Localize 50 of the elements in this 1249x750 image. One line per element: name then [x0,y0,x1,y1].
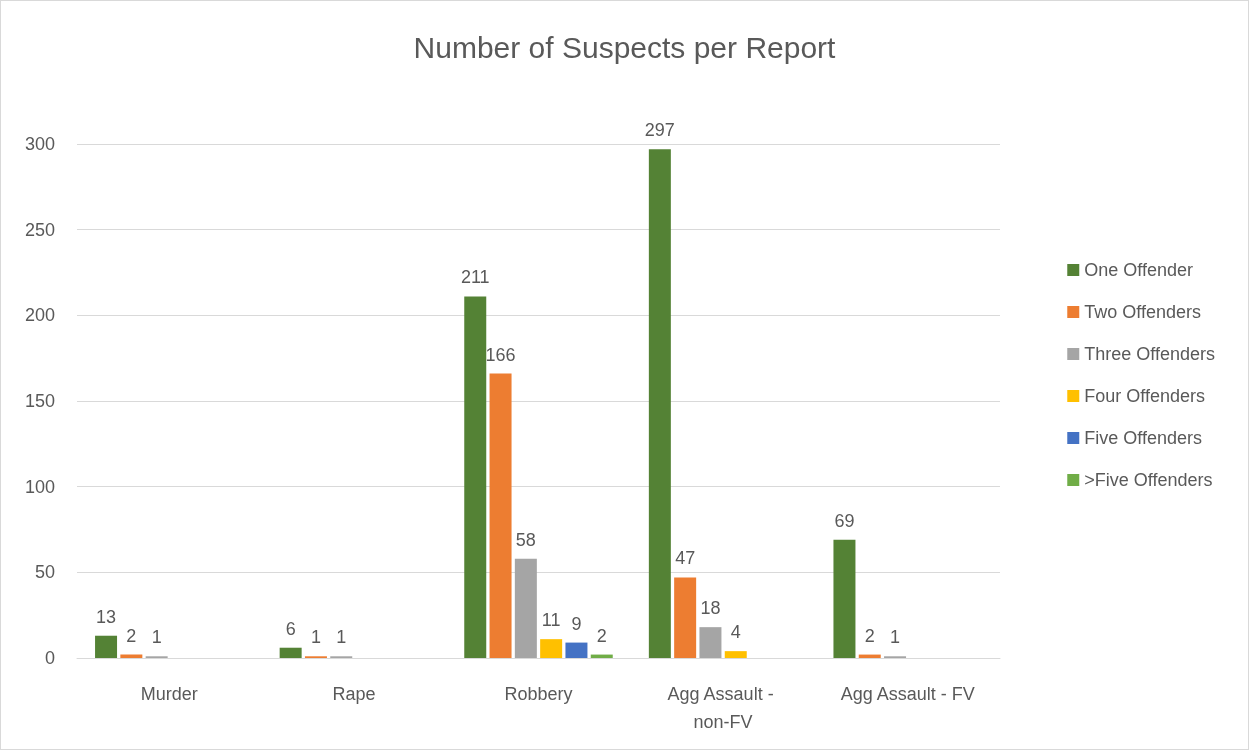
y-tick-label: 0 [44,648,55,668]
x-tick-label: Agg Assault - FV [840,684,975,704]
bar [724,651,747,658]
chart-title: Number of Suspects per Report [413,30,837,64]
data-label: 297 [644,120,675,141]
data-label: 1 [151,627,162,648]
data-label: 6 [285,618,296,639]
data-label: 1 [336,627,347,648]
y-tick-label: 200 [24,305,55,326]
data-label: 2 [864,625,875,646]
legend-label: >Five Offenders [1084,470,1213,490]
x-tick-label: Rape [332,684,376,704]
data-label: 211 [460,267,490,288]
data-label: 11 [541,610,561,631]
data-label: 1 [310,627,321,648]
data-label: 69 [834,510,855,531]
y-tick-label: 300 [24,134,55,154]
data-label: 1 [890,627,901,648]
bar [540,639,563,658]
bar [514,558,537,658]
legend-label: One Offender [1084,260,1194,280]
legend-label: Five Offenders [1084,428,1202,448]
bar [489,373,512,658]
legend-label: Three Offenders [1084,344,1216,364]
bar [95,635,118,658]
data-label: 4 [730,622,741,643]
bar [565,642,588,658]
bar [699,627,722,658]
data-label: 166 [485,344,516,365]
y-tick-label: 150 [24,391,55,411]
x-tick-label: Robbery [504,684,573,704]
data-label: 13 [96,606,117,627]
data-label: 2 [126,625,137,646]
bar [648,149,671,658]
data-label: 2 [596,625,607,646]
data-label: 18 [700,598,721,619]
data-label: 47 [675,548,696,569]
data-label: 58 [515,529,536,550]
y-tick-label: 100 [24,476,55,497]
y-tick-label: 250 [24,219,55,240]
legend-label: Four Offenders [1084,386,1205,406]
y-tick-label: 50 [34,562,55,583]
x-tick-label: Agg Assault - non-FV [667,684,779,732]
bar [279,647,302,658]
legend-label: Two Offenders [1084,302,1201,322]
bar [674,577,697,658]
data-label: 9 [571,613,582,634]
bar [833,539,856,658]
bar [464,296,487,658]
x-tick-label: Murder [140,684,198,704]
